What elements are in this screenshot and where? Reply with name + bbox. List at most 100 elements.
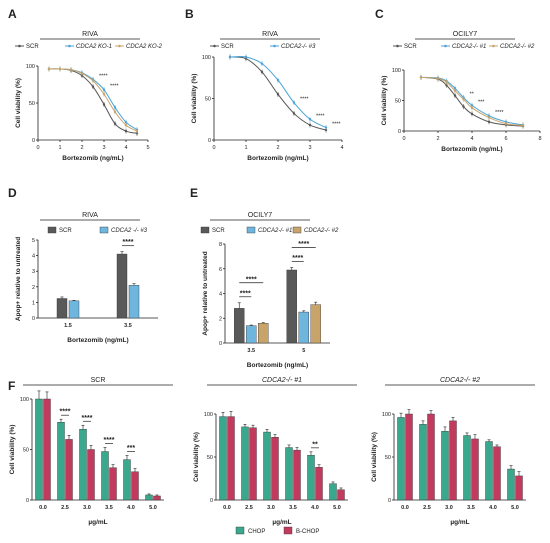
chart-title: OCILY7 [248, 212, 272, 219]
bar [310, 304, 321, 344]
x-tick-label: 2.5 [61, 505, 69, 511]
data-point [487, 116, 491, 119]
y-axis-label: Apop+ relative to untreated [202, 251, 209, 335]
bar [153, 495, 161, 501]
bar [131, 471, 139, 501]
bar [463, 435, 471, 501]
y-tick-label: 0 [388, 498, 391, 504]
bar [515, 475, 523, 501]
legend-label: CDCA2-/- #1 [452, 44, 486, 50]
legend-swatch [99, 226, 109, 234]
x-axis-label: µg/mL [272, 519, 291, 526]
data-point [462, 105, 465, 108]
y-tick-label: 0 [32, 316, 35, 322]
x-tick-label: 0 [212, 145, 215, 151]
x-tick-label: 2 [276, 145, 279, 151]
legend-label: SCR [404, 44, 417, 50]
data-point [445, 84, 448, 87]
data-point [308, 123, 312, 127]
bar [35, 398, 43, 501]
x-tick-label: 4 [340, 145, 343, 151]
legend-label: SCR [221, 44, 234, 50]
bar [397, 417, 405, 501]
chart-title: OCILY7 [453, 31, 477, 38]
data-point [462, 98, 465, 101]
legend-label: SCR [59, 228, 72, 234]
y-tick-label: 50 [23, 448, 29, 454]
series-line [420, 76, 524, 127]
x-tick-label: 1 [244, 145, 247, 151]
x-tick-label: 4 [124, 145, 127, 151]
data-point [91, 85, 95, 88]
y-tick-label: 50 [207, 455, 213, 461]
x-tick-label: 3.0 [83, 505, 91, 511]
significance-label: **** [298, 241, 309, 248]
y-axis-label: Cell viability (%) [193, 432, 200, 482]
data-point [487, 120, 491, 124]
x-tick-label: 3 [308, 145, 311, 151]
data-point [276, 79, 280, 82]
y-axis-label: Cell viability (%) [9, 425, 16, 475]
y-tick-label: 100 [204, 412, 213, 418]
bar [227, 416, 235, 501]
bar [307, 455, 315, 501]
y-tick-label: 2 [219, 316, 222, 322]
data-point [47, 67, 51, 71]
legend-marker [213, 44, 216, 48]
bar [441, 431, 449, 501]
y-tick-label: 0 [208, 138, 211, 144]
x-tick-label: 3.5 [247, 348, 255, 354]
significance-label: ** [312, 441, 318, 448]
y-tick-label: 1 [32, 300, 35, 306]
y-tick-label: 8 [219, 242, 222, 248]
y-tick-label: 0 [398, 129, 401, 135]
significance-label: **** [300, 97, 309, 103]
y-tick-label: 0 [32, 138, 35, 144]
significance-label: **** [246, 276, 257, 283]
bar [87, 449, 95, 501]
panel-label: A [8, 7, 17, 21]
legend-swatch [200, 226, 210, 234]
legend-marker [68, 44, 71, 48]
data-point [102, 103, 106, 106]
y-tick-label: 4 [32, 254, 35, 260]
significance-label: **** [110, 84, 119, 90]
series-line [420, 76, 524, 126]
bar [285, 447, 293, 501]
x-tick-label: 3.5 [124, 323, 132, 329]
x-tick-label: 0.0 [39, 505, 47, 511]
y-tick-label: 5 [32, 238, 35, 244]
y-axis-label: Apop+ relative to untreated [15, 237, 22, 321]
data-point [58, 67, 62, 71]
legend-swatch [246, 226, 256, 234]
bar [271, 437, 279, 501]
bar [246, 325, 257, 344]
x-tick-label: 5.0 [149, 505, 157, 511]
data-point [80, 72, 84, 75]
bar [128, 285, 140, 319]
x-tick-label: 0.0 [223, 505, 231, 511]
y-tick-label: 50 [29, 101, 35, 107]
bar [293, 449, 301, 501]
panel-label: C [375, 7, 384, 21]
bar [315, 467, 323, 501]
bar [116, 253, 128, 319]
data-point [453, 89, 457, 92]
significance-label: ** [470, 91, 475, 97]
bar [329, 483, 337, 501]
x-tick-label: 2 [436, 136, 439, 142]
y-tick-label: 6 [219, 267, 222, 273]
x-tick-label: 2 [80, 145, 83, 151]
bar [57, 422, 65, 501]
bar [507, 468, 515, 501]
legend-marker [396, 44, 399, 48]
bar [241, 426, 249, 501]
bar [43, 398, 51, 501]
y-axis-label: Cell viability (%) [15, 78, 22, 128]
bar [101, 451, 109, 501]
legend-label: B-CHOP [296, 529, 319, 535]
y-tick-label: 4 [219, 292, 222, 298]
y-tick-label: 100 [392, 68, 401, 74]
x-tick-label: 3.5 [289, 505, 297, 511]
